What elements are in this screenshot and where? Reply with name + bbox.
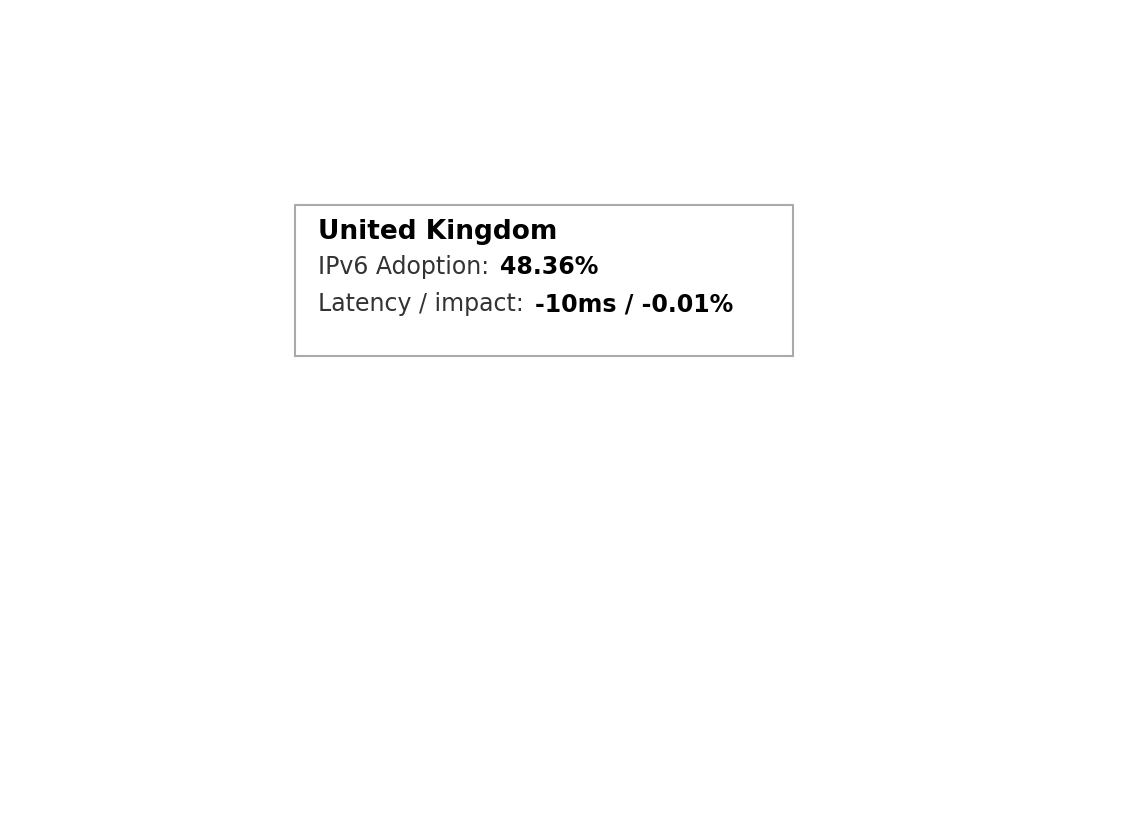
- Text: Latency / impact:: Latency / impact:: [318, 292, 531, 316]
- Text: United Kingdom: United Kingdom: [318, 219, 558, 245]
- Text: -10ms / -0.01%: -10ms / -0.01%: [535, 292, 733, 316]
- Text: IPv6 Adoption:: IPv6 Adoption:: [318, 256, 497, 279]
- Text: 48.36%: 48.36%: [500, 256, 599, 279]
